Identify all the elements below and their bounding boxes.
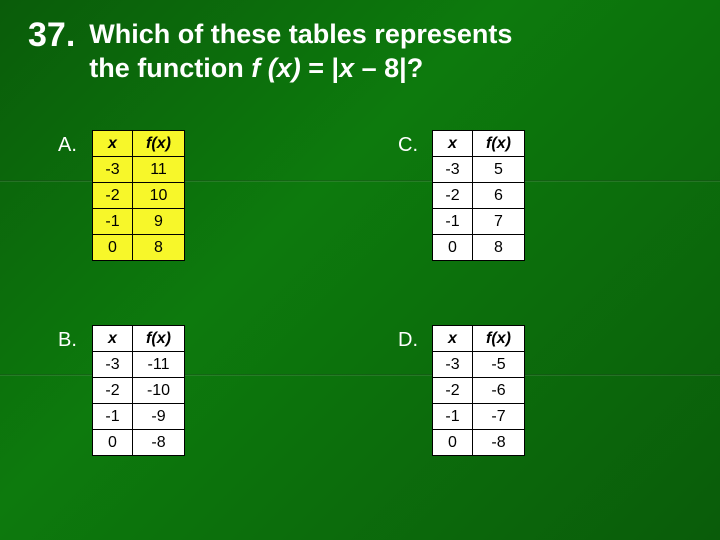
option-B-table-wrap: xf(x) -3-11 -2-10 -1-9 0-8 [92,325,185,456]
table-header-fx: f(x) [473,326,525,352]
options-area: A. xf(x) -311 -210 -19 08 B. xf(x) -3-11… [0,130,720,530]
question-line-2c: = | [301,53,339,83]
question-fx: f (x) [251,53,301,83]
table-header-x: x [433,326,473,352]
option-B[interactable]: B. xf(x) -3-11 -2-10 -1-9 0-8 [58,325,185,456]
table-row: -210 [93,183,185,209]
table-header-fx: f(x) [133,131,185,157]
option-B-table: xf(x) -3-11 -2-10 -1-9 0-8 [92,325,185,456]
question-header: 37. Which of these tables represents the… [0,0,720,96]
question-text: Which of these tables represents the fun… [89,18,512,86]
table-row: -3-11 [93,352,185,378]
option-D[interactable]: D. xf(x) -3-5 -2-6 -1-7 0-8 [398,325,525,456]
option-C-table: xf(x) -35 -26 -17 08 [432,130,525,261]
table-row: -35 [433,157,525,183]
table-header-fx: f(x) [473,131,525,157]
option-B-label: B. [58,329,82,352]
table-row: -1-7 [433,404,525,430]
option-D-table-wrap: xf(x) -3-5 -2-6 -1-7 0-8 [432,325,525,456]
option-A-table: xf(x) -311 -210 -19 08 [92,130,185,261]
table-row: 0-8 [93,430,185,456]
table-row: -17 [433,209,525,235]
table-row: 0-8 [433,430,525,456]
table-header-x: x [433,131,473,157]
table-row: -1-9 [93,404,185,430]
table-row: -26 [433,183,525,209]
option-A-label: A. [58,134,82,157]
question-x: x [339,53,354,83]
option-C-label: C. [398,134,422,157]
question-line-1: Which of these tables represents [89,19,512,49]
option-D-table: xf(x) -3-5 -2-6 -1-7 0-8 [432,325,525,456]
option-C-table-wrap: xf(x) -35 -26 -17 08 [432,130,525,261]
option-A-table-wrap: xf(x) -311 -210 -19 08 [92,130,185,261]
option-C[interactable]: C. xf(x) -35 -26 -17 08 [398,130,525,261]
table-row: -2-10 [93,378,185,404]
option-A[interactable]: A. xf(x) -311 -210 -19 08 [58,130,185,261]
question-number: 37. [28,18,75,52]
table-row: -19 [93,209,185,235]
table-row: 08 [93,235,185,261]
table-row: -3-5 [433,352,525,378]
table-header-fx: f(x) [133,326,185,352]
question-line-2a: the function [89,53,251,83]
table-header-x: x [93,326,133,352]
question-line-2e: – 8|? [354,53,423,83]
table-row: 08 [433,235,525,261]
table-row: -311 [93,157,185,183]
table-header-x: x [93,131,133,157]
table-row: -2-6 [433,378,525,404]
option-D-label: D. [398,329,422,352]
